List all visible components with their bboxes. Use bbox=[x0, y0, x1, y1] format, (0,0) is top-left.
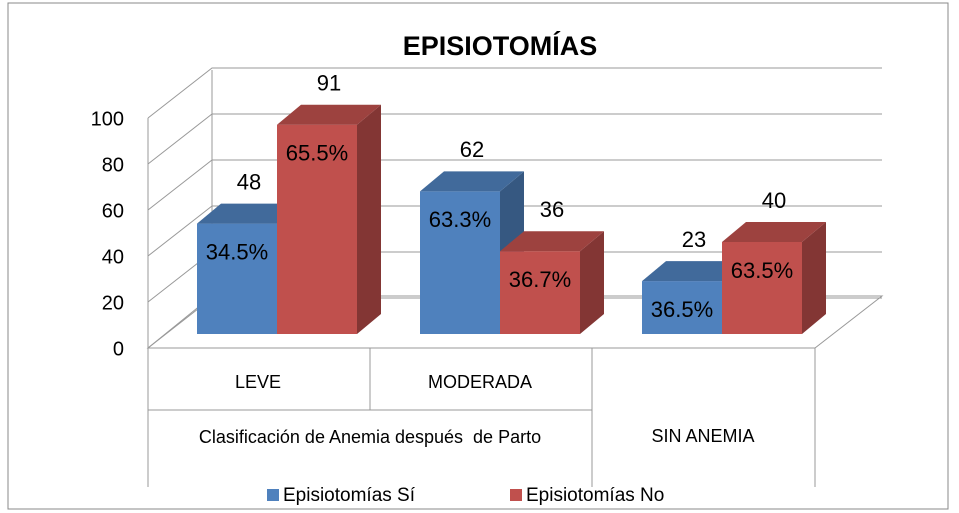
bar-top bbox=[722, 222, 826, 242]
bar-front bbox=[197, 223, 277, 334]
y-tick-label: 20 bbox=[102, 292, 124, 314]
x-tick-label: LEVE bbox=[235, 372, 281, 392]
y-tick-label: 0 bbox=[113, 338, 124, 360]
bar-side bbox=[357, 104, 381, 334]
bar-top bbox=[277, 104, 381, 125]
grid-line bbox=[147, 113, 882, 165]
value-label: 36 bbox=[540, 197, 564, 222]
x-tick-label: MODERADA bbox=[428, 372, 532, 392]
bar bbox=[722, 222, 826, 334]
grid-line bbox=[147, 67, 882, 119]
bar-top bbox=[420, 171, 524, 192]
bar bbox=[277, 104, 381, 334]
inside-label: 36.7% bbox=[509, 267, 571, 292]
legend-label: Episiotomías Sí bbox=[283, 485, 416, 506]
bar-front bbox=[642, 281, 722, 334]
chart-title: EPISIOTOMÍAS bbox=[403, 30, 598, 61]
inside-label: 34.5% bbox=[206, 239, 268, 264]
y-tick-label: 80 bbox=[102, 154, 124, 176]
group-label: Clasificación de Anemia después de Parto bbox=[198, 427, 542, 447]
grid-line bbox=[147, 205, 882, 257]
bar-top bbox=[500, 231, 604, 252]
y-tick-label: 100 bbox=[91, 108, 124, 130]
inside-label: 63.5% bbox=[731, 258, 793, 283]
x-tick-label: SIN ANEMIA bbox=[651, 426, 754, 446]
inside-label: 65.5% bbox=[286, 141, 348, 166]
group-label-box: Clasificación de Anemia después de Parto bbox=[198, 427, 542, 447]
inside-label: 63.3% bbox=[429, 207, 491, 232]
bar-top bbox=[197, 203, 301, 224]
value-label: 48 bbox=[237, 169, 261, 194]
bar-front bbox=[277, 124, 357, 334]
value-label: 62 bbox=[460, 137, 484, 162]
bar bbox=[500, 231, 604, 334]
bar-front bbox=[500, 251, 580, 334]
legend-swatch bbox=[510, 489, 522, 501]
bar-front bbox=[420, 191, 500, 334]
bar-front bbox=[722, 242, 802, 334]
y-tick-label: 40 bbox=[102, 246, 124, 268]
inside-label: 36.5% bbox=[651, 297, 713, 322]
value-label: 23 bbox=[682, 227, 706, 252]
value-label: 40 bbox=[762, 188, 786, 213]
bar-top bbox=[642, 261, 746, 282]
value-label: 91 bbox=[317, 71, 341, 96]
legend-label: Episiotomías No bbox=[526, 485, 664, 506]
grid-line bbox=[147, 159, 882, 211]
floor bbox=[146, 295, 884, 349]
bar-side bbox=[580, 231, 604, 334]
y-tick-label: 60 bbox=[102, 200, 124, 222]
bar-side bbox=[802, 222, 826, 334]
legend-swatch bbox=[267, 489, 279, 501]
